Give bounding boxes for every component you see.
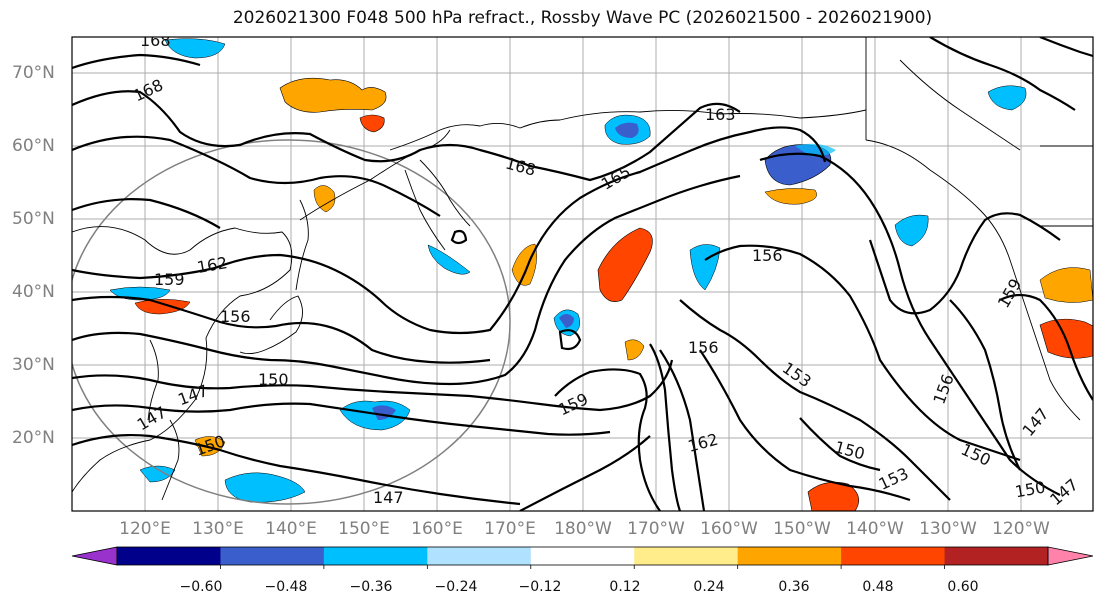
contour-label: 159 [154, 270, 185, 289]
anomaly-fill-orange-okhotsk [279, 77, 387, 113]
colorbar-segment [220, 547, 325, 565]
lat-label-40n: 40°N [12, 282, 55, 302]
map-frame [71, 36, 1094, 512]
lat-label-50n: 50°N [12, 209, 55, 229]
contour-label: 156 [752, 246, 783, 265]
anomaly-fill-blue-pnw [894, 214, 929, 247]
coastlines [72, 37, 1093, 501]
contour-label: 150 [258, 370, 289, 389]
lon-label: 170°W [627, 519, 685, 539]
colorbar-tick-label: −0.60 [180, 579, 223, 595]
colorbar-segment [841, 547, 946, 565]
anomaly-fill-orange-south [807, 481, 860, 511]
colorbar-tick-label: −0.48 [265, 579, 308, 595]
anomaly-fill-blue-nw-corner [164, 38, 226, 59]
colorbar-frame [116, 546, 1049, 566]
anomaly-fill-orange-sw [194, 436, 226, 457]
colorbar-segment [117, 547, 221, 565]
contour-label: 156 [220, 307, 251, 326]
colorbar-tick-label: −0.36 [350, 579, 393, 595]
anomaly-fill-darkblue-bering [615, 122, 639, 138]
colorbar-tick-label: 0.48 [862, 579, 893, 595]
anomaly-fill-orange-gulf [764, 188, 817, 205]
lon-label: 120°E [119, 519, 171, 539]
anomaly-fill-blue-pacific [427, 244, 471, 275]
contour-label: 147 [373, 488, 404, 507]
lon-label: 130°E [192, 519, 244, 539]
colorbar-segment [427, 547, 532, 565]
lon-label: 170°E [484, 519, 536, 539]
colorbar-tick-label: 0.60 [947, 579, 978, 595]
contour-label: 156 [688, 338, 719, 357]
colorbar-extend-min [71, 546, 118, 566]
lat-label-60n: 60°N [12, 136, 55, 156]
anomaly-fill-orange-siberia [313, 185, 336, 213]
map-title: 2026021300 F048 500 hPa refract., Rossby… [232, 8, 933, 28]
lat-label-20n: 20°N [12, 428, 55, 448]
contour-label: 163 [705, 105, 736, 124]
colorbar-tick-labels: −0.60 −0.48 −0.36 −0.24 −0.12 0.12 0.24 … [180, 579, 979, 595]
colorbar-segment [737, 547, 842, 565]
gridlines [72, 37, 1093, 511]
anomaly-fill-red-okhotsk [359, 114, 385, 133]
anomaly-fill-blue-philippines [224, 472, 306, 503]
lon-label: 130°W [919, 519, 977, 539]
colorbar-tick-label: 0.12 [609, 579, 640, 595]
colorbar-tick-label: 0.24 [693, 579, 724, 595]
latitude-labels: 70°N 60°N 50°N 40°N 30°N 20°N [12, 63, 55, 448]
anomaly-fill-orange-170w [624, 339, 645, 361]
anomaly-fill-lightblue-gulf [795, 143, 836, 157]
colorbar [71, 546, 1094, 569]
colorbar-segment [944, 547, 1049, 565]
anomaly-fill-orange-160w [597, 227, 653, 302]
colorbar-extend-max [1047, 546, 1094, 566]
colorbar-tick-label: 0.36 [778, 579, 809, 595]
longitude-labels: 120°E 130°E 140°E 150°E 160°E 170°E 180°… [119, 519, 1050, 539]
refractivity-contours [72, 37, 1093, 511]
colorbar-segment [323, 547, 428, 565]
anomaly-fill-darkblue-west [559, 314, 574, 328]
colorbar-segment [530, 547, 635, 565]
lon-label: 120°W [992, 519, 1050, 539]
contour-label: 168 [140, 31, 171, 50]
lat-label-70n: 70°N [12, 63, 55, 83]
lon-label: 180°W [554, 519, 612, 539]
anomaly-fill-orange-ne [1039, 267, 1093, 303]
colorbar-segment [634, 547, 739, 565]
anomaly-fill-blue-sw [139, 465, 176, 483]
lon-label: 140°E [265, 519, 317, 539]
colorbar-tick-label: −0.12 [519, 579, 562, 595]
lon-label: 160°E [411, 519, 463, 539]
lon-label: 160°W [700, 519, 758, 539]
colorbar-tick-label: −0.24 [435, 579, 478, 595]
lon-label: 140°W [846, 519, 904, 539]
lat-label-30n: 30°N [12, 355, 55, 375]
contour-label-group: 168 168 168 165 163 159 162 156 150 147 … [130, 31, 1081, 509]
great-circle [72, 139, 511, 505]
lon-label: 150°W [773, 519, 831, 539]
lon-label: 150°E [338, 519, 390, 539]
anomaly-fill-blue-alaska [987, 85, 1027, 111]
